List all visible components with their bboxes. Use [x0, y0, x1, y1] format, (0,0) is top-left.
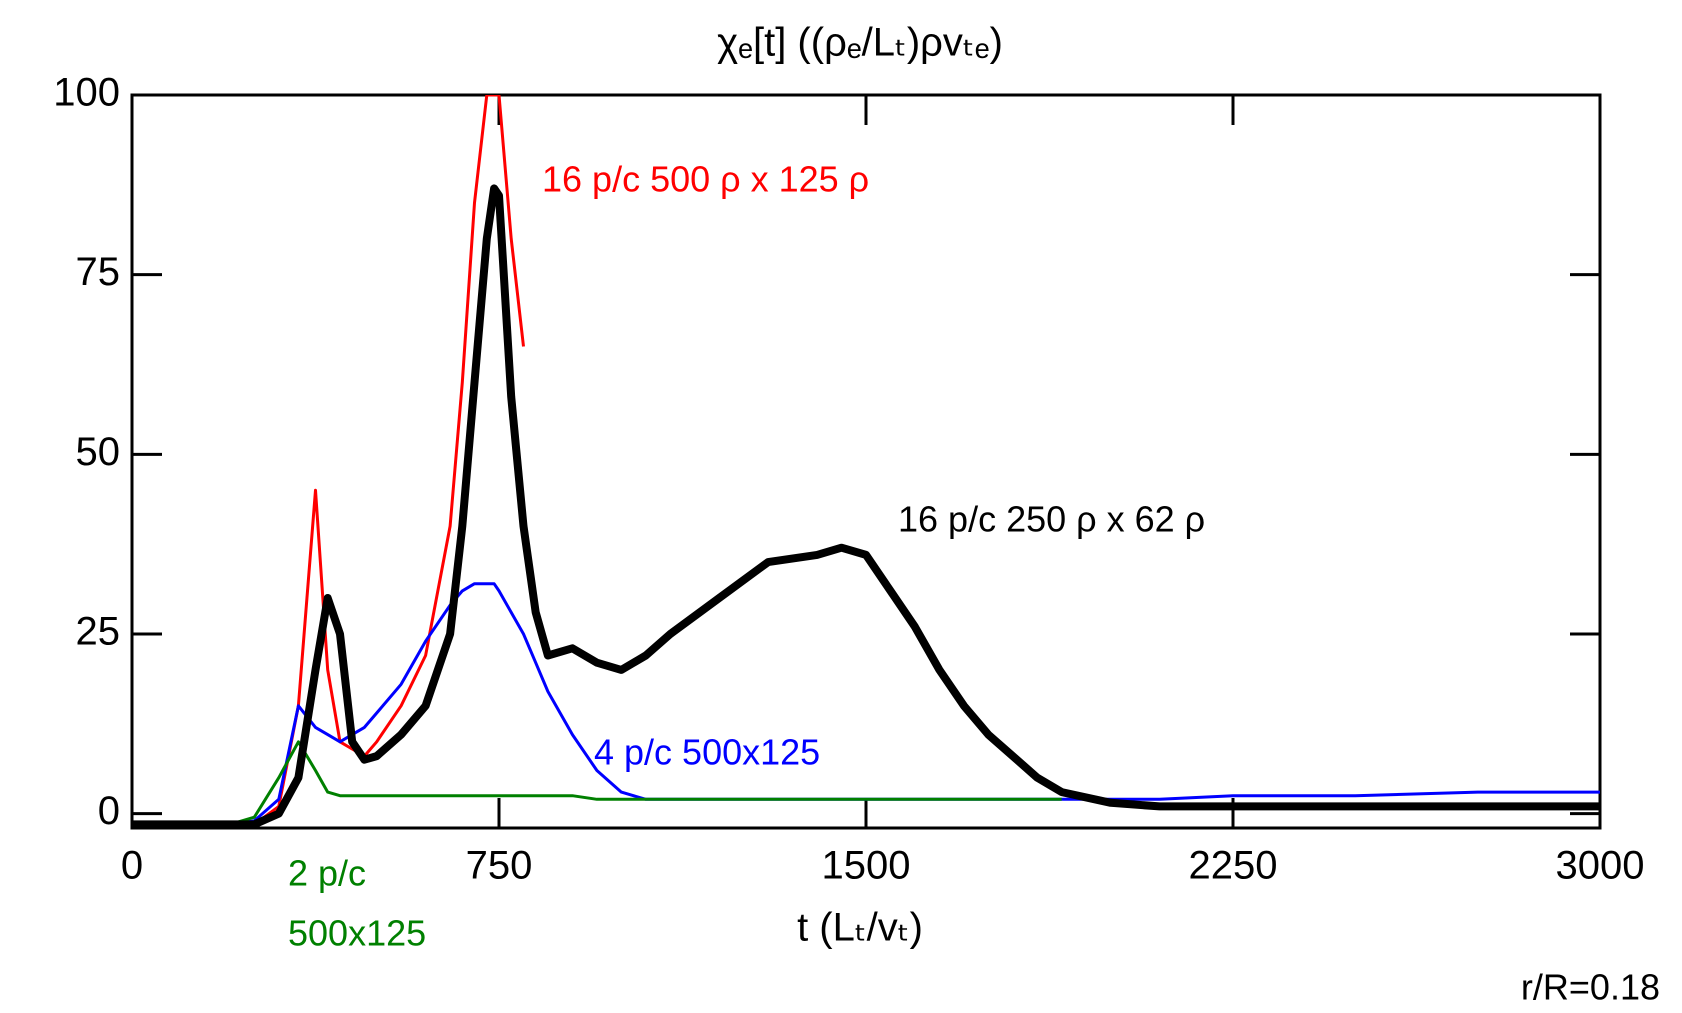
y-tick-label: 25: [76, 610, 121, 654]
annotation: 16 p/c 500 ρ x 125 ρ: [542, 159, 869, 200]
data-line: [132, 184, 1600, 828]
annotation: r/R=0.18: [1521, 967, 1660, 1008]
annotation: 4 p/c 500x125: [594, 732, 820, 773]
x-tick-label: 750: [466, 844, 533, 888]
x-tick-label: 0: [121, 844, 143, 888]
x-tick-label: 1500: [822, 844, 911, 888]
chart-title: χₑ[t] ((ρₑ/Lₜ)ρvₜₑ): [717, 21, 1003, 65]
annotation: 500x125: [288, 913, 426, 954]
data-line: [132, 740, 1062, 826]
y-tick-label: 100: [53, 71, 120, 115]
x-tick-label: 2250: [1189, 844, 1278, 888]
y-tick-label: 50: [76, 430, 121, 474]
x-axis-label: t (Lₜ/vₜ): [797, 906, 923, 950]
annotation: 16 p/c 250 ρ x 62 ρ: [898, 499, 1205, 540]
x-tick-label: 3000: [1556, 844, 1645, 888]
y-tick-label: 75: [76, 250, 121, 294]
y-tick-label: 0: [98, 789, 120, 833]
annotation: 2 p/c: [288, 853, 366, 894]
data-line: [132, 582, 1600, 826]
